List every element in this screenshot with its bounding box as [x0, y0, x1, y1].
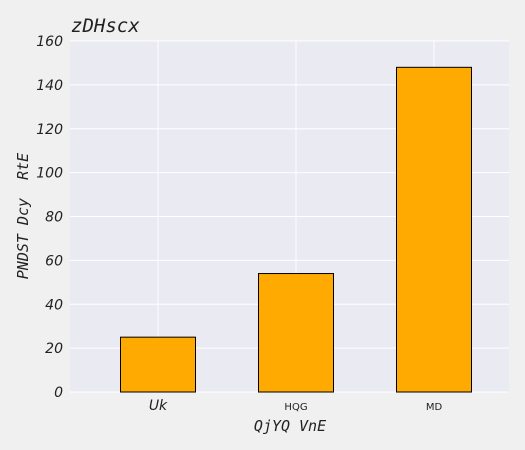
- y-tick-label: 100: [36, 166, 63, 182]
- y-tick-label: 60: [45, 253, 63, 269]
- y-tick-label: 20: [45, 341, 63, 357]
- y-tick-label: 160: [36, 34, 63, 50]
- x-tick-label: MD: [426, 402, 443, 413]
- x-tick-labels: Uk HQG MD: [149, 398, 443, 414]
- bar-uk: [121, 337, 196, 392]
- y-tick-label: 120: [36, 122, 63, 138]
- y-tick-labels: 0 20 40 60 80 100 120 140 160: [36, 34, 63, 401]
- y-axis-label: PNDST Dcy RtE: [14, 153, 32, 279]
- x-axis-label: QjYQ VnE: [254, 417, 326, 435]
- y-tick-label: 40: [45, 297, 63, 313]
- x-tick-label: Uk: [149, 398, 168, 414]
- y-tick-label: 0: [54, 385, 63, 401]
- chart-title: zDHscx: [71, 15, 140, 37]
- x-tick-label: HQG: [284, 402, 307, 413]
- y-tick-label: 80: [45, 210, 63, 226]
- bar-md: [397, 67, 472, 392]
- y-tick-label: 140: [36, 78, 63, 94]
- bar-hqg: [259, 274, 334, 392]
